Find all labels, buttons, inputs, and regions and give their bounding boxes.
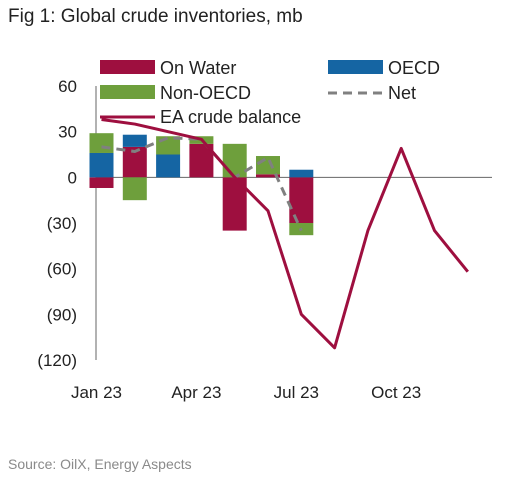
legend-label: OECD [388,58,440,78]
bar-on-water [89,177,114,188]
bar-non-oecd [256,156,280,175]
y-tick-labels: 60 30 0 (30) (60) (90) (120) [37,77,77,370]
legend-label: Net [388,83,416,103]
legend: On Water OECD Non-OECD Net EA crude balance [100,58,440,127]
net-line [101,136,303,232]
y-tick-label: 0 [68,168,77,187]
y-tick-label: (120) [37,351,77,370]
source-note: Source: OilX, Energy Aspects [8,456,192,472]
bar-on-water [256,174,280,178]
chart: 60 30 0 (30) (60) (90) (120) Jan 23 Apr 23 Jul 2… [37,58,492,402]
y-tick-label: (30) [47,214,77,233]
legend-swatch [100,60,155,74]
x-tick-labels: Jan 23 Apr 23 Jul 23 Oct 23 [71,383,421,402]
bar-non-oecd [89,133,114,153]
chart-title: Fig 1: Global crude inventories, mb [8,6,303,27]
bar-oecd [156,154,181,178]
bar-oecd [89,152,114,178]
bar-non-oecd [122,177,147,201]
bar-non-oecd [222,143,247,178]
x-tick-label: Apr 23 [171,383,221,402]
x-tick-label: Jul 23 [274,383,319,402]
legend-label: On Water [160,58,236,78]
legend-label: EA crude balance [160,107,301,127]
legend-swatch [328,60,383,74]
y-tick-label: 30 [58,123,77,142]
x-tick-label: Oct 23 [371,383,421,402]
bar-on-water [289,177,314,223]
y-tick-label: (90) [47,305,77,324]
ea-crude-balance-line [101,118,469,350]
y-tick-label: 60 [58,77,77,96]
series-lines [101,118,469,350]
bar-oecd [289,169,314,178]
legend-swatch [100,85,155,99]
y-tick-label: (60) [47,260,77,279]
bar-oecd [122,134,147,147]
x-tick-label: Jan 23 [71,383,122,402]
legend-label: Non-OECD [160,83,251,103]
